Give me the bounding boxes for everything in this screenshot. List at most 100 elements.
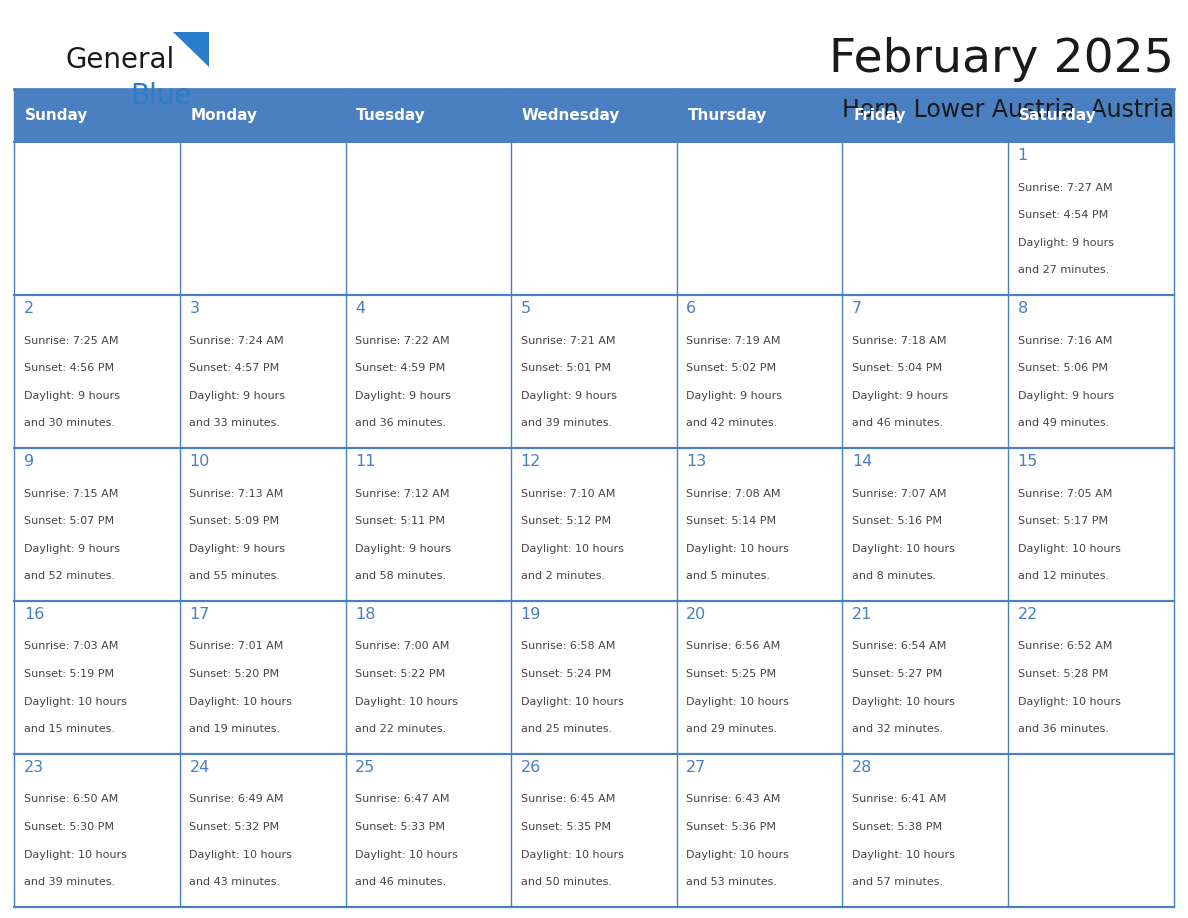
- Text: Sunset: 5:16 PM: Sunset: 5:16 PM: [852, 516, 942, 526]
- Text: 22: 22: [1018, 607, 1038, 621]
- Bar: [1009, 89, 1174, 142]
- Text: Daylight: 9 hours: Daylight: 9 hours: [355, 543, 451, 554]
- Text: Daylight: 9 hours: Daylight: 9 hours: [520, 391, 617, 400]
- Bar: [346, 601, 511, 754]
- Text: Sunset: 5:06 PM: Sunset: 5:06 PM: [1018, 364, 1107, 373]
- Text: and 46 minutes.: and 46 minutes.: [355, 877, 447, 887]
- Text: Sunrise: 7:27 AM: Sunrise: 7:27 AM: [1018, 183, 1112, 193]
- Text: Horn, Lower Austria, Austria: Horn, Lower Austria, Austria: [842, 98, 1174, 122]
- Text: Sunrise: 7:18 AM: Sunrise: 7:18 AM: [852, 336, 947, 345]
- Text: 14: 14: [852, 453, 872, 469]
- Text: Daylight: 10 hours: Daylight: 10 hours: [852, 849, 955, 859]
- Text: Daylight: 9 hours: Daylight: 9 hours: [189, 543, 285, 554]
- Bar: [1009, 142, 1174, 296]
- Text: Sunrise: 6:52 AM: Sunrise: 6:52 AM: [1018, 642, 1112, 652]
- Text: Daylight: 10 hours: Daylight: 10 hours: [24, 697, 127, 707]
- Text: Daylight: 9 hours: Daylight: 9 hours: [355, 391, 451, 400]
- Text: Sunset: 5:20 PM: Sunset: 5:20 PM: [189, 669, 279, 679]
- Text: February 2025: February 2025: [829, 37, 1174, 83]
- Text: and 30 minutes.: and 30 minutes.: [24, 419, 115, 428]
- Text: Daylight: 10 hours: Daylight: 10 hours: [1018, 543, 1120, 554]
- Text: 26: 26: [520, 759, 541, 775]
- Text: Sunrise: 6:47 AM: Sunrise: 6:47 AM: [355, 794, 449, 804]
- Text: Sunset: 5:19 PM: Sunset: 5:19 PM: [24, 669, 114, 679]
- Text: Daylight: 9 hours: Daylight: 9 hours: [1018, 238, 1113, 248]
- Text: 4: 4: [355, 301, 365, 316]
- Text: Sunrise: 7:19 AM: Sunrise: 7:19 AM: [687, 336, 781, 345]
- Text: 21: 21: [852, 607, 872, 621]
- Text: and 55 minutes.: and 55 minutes.: [189, 571, 280, 581]
- Bar: [346, 296, 511, 448]
- Text: Sunset: 5:28 PM: Sunset: 5:28 PM: [1018, 669, 1108, 679]
- Text: 28: 28: [852, 759, 872, 775]
- Text: and 36 minutes.: and 36 minutes.: [355, 419, 446, 428]
- Text: Sunset: 5:27 PM: Sunset: 5:27 PM: [852, 669, 942, 679]
- Bar: [346, 142, 511, 296]
- Text: Blue: Blue: [131, 83, 192, 110]
- Text: and 58 minutes.: and 58 minutes.: [355, 571, 447, 581]
- Bar: [346, 89, 511, 142]
- Text: Daylight: 10 hours: Daylight: 10 hours: [687, 543, 789, 554]
- Text: Sunrise: 7:25 AM: Sunrise: 7:25 AM: [24, 336, 119, 345]
- Text: Daylight: 10 hours: Daylight: 10 hours: [687, 697, 789, 707]
- Text: and 42 minutes.: and 42 minutes.: [687, 419, 778, 428]
- Text: Sunset: 5:30 PM: Sunset: 5:30 PM: [24, 822, 114, 832]
- Text: Daylight: 10 hours: Daylight: 10 hours: [520, 849, 624, 859]
- Text: 23: 23: [24, 759, 44, 775]
- Text: and 53 minutes.: and 53 minutes.: [687, 877, 777, 887]
- Bar: [179, 601, 346, 754]
- Text: Daylight: 9 hours: Daylight: 9 hours: [24, 543, 120, 554]
- Text: Daylight: 9 hours: Daylight: 9 hours: [24, 391, 120, 400]
- Text: Daylight: 10 hours: Daylight: 10 hours: [355, 849, 457, 859]
- Text: and 27 minutes.: and 27 minutes.: [1018, 265, 1108, 275]
- Text: 17: 17: [189, 607, 210, 621]
- Text: Daylight: 10 hours: Daylight: 10 hours: [189, 697, 292, 707]
- Text: Sunrise: 7:16 AM: Sunrise: 7:16 AM: [1018, 336, 1112, 345]
- Bar: [842, 601, 1009, 754]
- Text: Sunrise: 7:01 AM: Sunrise: 7:01 AM: [189, 642, 284, 652]
- Bar: [346, 448, 511, 601]
- Text: Daylight: 10 hours: Daylight: 10 hours: [852, 697, 955, 707]
- Text: Sunrise: 7:12 AM: Sunrise: 7:12 AM: [355, 488, 449, 498]
- Text: Sunset: 5:02 PM: Sunset: 5:02 PM: [687, 364, 777, 373]
- Bar: [179, 296, 346, 448]
- Text: Sunrise: 7:03 AM: Sunrise: 7:03 AM: [24, 642, 118, 652]
- Text: Sunset: 5:17 PM: Sunset: 5:17 PM: [1018, 516, 1107, 526]
- Bar: [511, 754, 677, 907]
- Text: Sunset: 5:11 PM: Sunset: 5:11 PM: [355, 516, 446, 526]
- Text: and 12 minutes.: and 12 minutes.: [1018, 571, 1108, 581]
- Bar: [511, 601, 677, 754]
- Text: Sunrise: 7:00 AM: Sunrise: 7:00 AM: [355, 642, 449, 652]
- Bar: [842, 89, 1009, 142]
- Bar: [1009, 448, 1174, 601]
- Text: Sunset: 5:14 PM: Sunset: 5:14 PM: [687, 516, 777, 526]
- Text: Sunrise: 6:49 AM: Sunrise: 6:49 AM: [189, 794, 284, 804]
- Bar: [511, 89, 677, 142]
- Text: and 49 minutes.: and 49 minutes.: [1018, 419, 1108, 428]
- Bar: [842, 142, 1009, 296]
- Text: Daylight: 10 hours: Daylight: 10 hours: [189, 849, 292, 859]
- Text: Sunrise: 7:24 AM: Sunrise: 7:24 AM: [189, 336, 284, 345]
- Bar: [1009, 754, 1174, 907]
- Text: Daylight: 9 hours: Daylight: 9 hours: [1018, 391, 1113, 400]
- Bar: [14, 142, 179, 296]
- Text: 11: 11: [355, 453, 375, 469]
- Text: Sunset: 5:32 PM: Sunset: 5:32 PM: [189, 822, 279, 832]
- Text: Sunset: 5:12 PM: Sunset: 5:12 PM: [520, 516, 611, 526]
- Text: 20: 20: [687, 607, 707, 621]
- Text: Sunrise: 6:54 AM: Sunrise: 6:54 AM: [852, 642, 947, 652]
- Text: Daylight: 9 hours: Daylight: 9 hours: [687, 391, 783, 400]
- Bar: [14, 89, 179, 142]
- Text: Daylight: 10 hours: Daylight: 10 hours: [687, 849, 789, 859]
- Text: and 25 minutes.: and 25 minutes.: [520, 724, 612, 734]
- Text: Sunset: 5:01 PM: Sunset: 5:01 PM: [520, 364, 611, 373]
- Text: Sunrise: 7:08 AM: Sunrise: 7:08 AM: [687, 488, 781, 498]
- Bar: [511, 142, 677, 296]
- Text: Sunset: 5:36 PM: Sunset: 5:36 PM: [687, 822, 776, 832]
- Bar: [677, 89, 842, 142]
- Bar: [179, 754, 346, 907]
- Text: Sunrise: 6:43 AM: Sunrise: 6:43 AM: [687, 794, 781, 804]
- Text: Sunday: Sunday: [25, 108, 88, 123]
- Text: and 15 minutes.: and 15 minutes.: [24, 724, 115, 734]
- Text: Sunrise: 7:22 AM: Sunrise: 7:22 AM: [355, 336, 450, 345]
